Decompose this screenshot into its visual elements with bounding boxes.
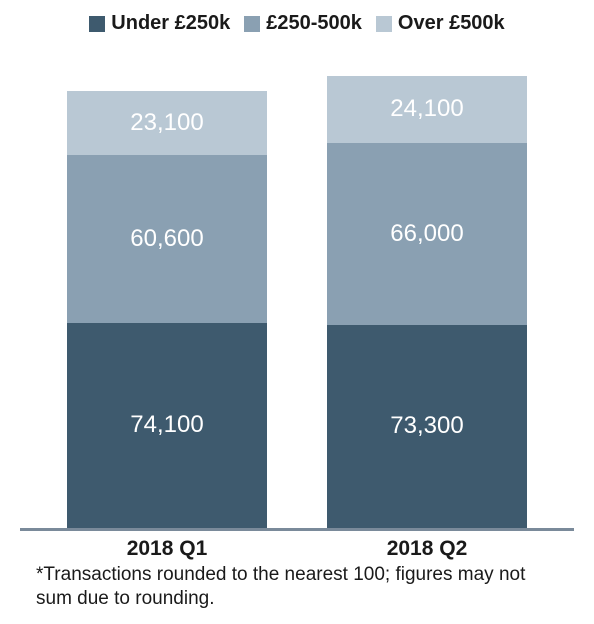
bar-segment-mid: 60,600: [67, 155, 267, 323]
bar-stack: 73,30066,00024,100: [327, 76, 527, 528]
legend-item-under: Under £250k: [89, 12, 230, 35]
bar-segment-under: 73,300: [327, 325, 527, 528]
bar-column: 73,30066,00024,100: [327, 53, 527, 528]
x-label: 2018 Q2: [327, 537, 527, 561]
x-label: 2018 Q1: [67, 537, 267, 561]
bar-stack: 74,10060,60023,100: [67, 91, 267, 527]
legend-label: Over £500k: [398, 12, 505, 35]
legend-label: Under £250k: [111, 12, 230, 35]
bar-segment-over: 24,100: [327, 76, 527, 143]
x-axis-labels: 2018 Q1 2018 Q2: [20, 537, 574, 561]
footnote: *Transactions rounded to the nearest 100…: [20, 563, 574, 612]
legend-swatch: [89, 16, 105, 32]
bar-segment-under: 74,100: [67, 323, 267, 528]
chart-plot-area: 74,10060,60023,100 73,30066,00024,100: [20, 53, 574, 531]
legend-swatch: [244, 16, 260, 32]
bar-segment-over: 23,100: [67, 91, 267, 155]
legend: Under £250k £250-500k Over £500k: [20, 12, 574, 35]
legend-swatch: [376, 16, 392, 32]
bar-segment-mid: 66,000: [327, 143, 527, 325]
legend-item-over: Over £500k: [376, 12, 505, 35]
legend-label: £250-500k: [266, 12, 362, 35]
legend-item-mid: £250-500k: [244, 12, 362, 35]
bar-column: 74,10060,60023,100: [67, 53, 267, 528]
